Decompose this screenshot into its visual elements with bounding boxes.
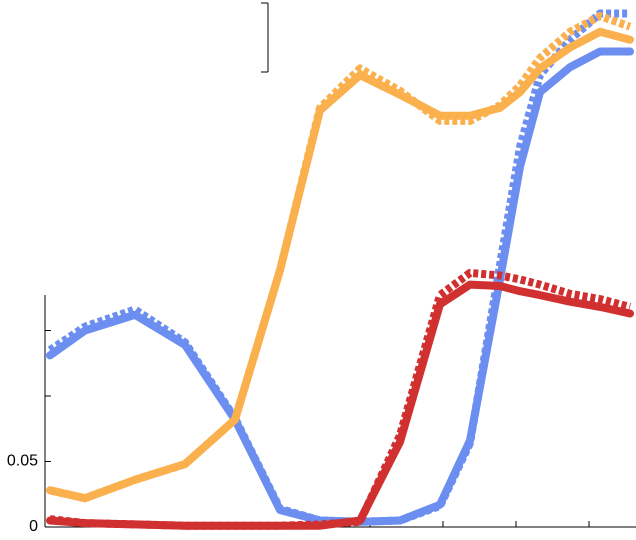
series-line — [46, 47, 634, 526]
series-line — [49, 12, 632, 503]
scale-bracket — [261, 2, 269, 73]
series-line — [46, 280, 634, 530]
series-line — [46, 27, 634, 503]
y-tick-label: 0 — [29, 518, 38, 535]
y-tick-label: 0.05 — [7, 453, 38, 470]
